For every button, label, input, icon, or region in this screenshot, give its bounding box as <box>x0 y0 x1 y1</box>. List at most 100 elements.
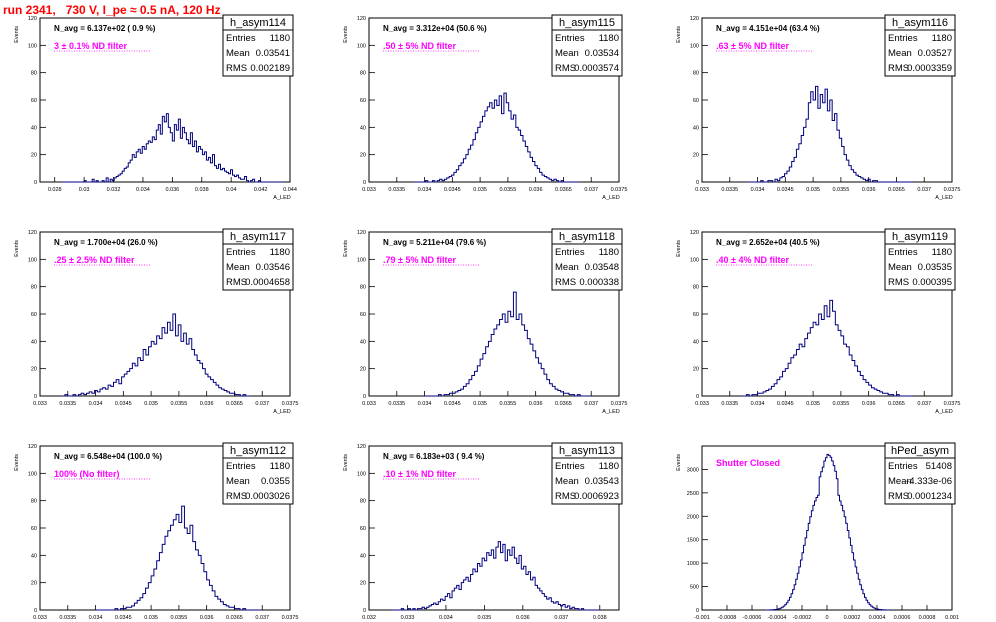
y-tick-label: 80 <box>360 285 366 291</box>
filter-annotation: .25 ± 2.5% ND filter <box>54 255 135 265</box>
y-axis-label: Events <box>676 240 682 257</box>
x-tick-label: 0.037 <box>255 615 269 621</box>
stats-box <box>884 228 956 291</box>
histogram-panel-hPed_asym: -0.001 -0.0008 -0.0006 -0.0004 -0.0002 0 0.000… <box>676 442 959 621</box>
y-tick-label: 100 <box>28 471 37 477</box>
y-tick-label: 100 <box>690 43 699 49</box>
y-tick-label: 40 <box>693 339 699 345</box>
histogram-panel-h_asym116: 0.033 0.0335 0.034 0.0345 0.035 0.0355 0.036 0.… <box>676 14 961 201</box>
navg-label: N_avg = 4.151e+04 (63.4 %) <box>716 24 820 33</box>
stat-label-entries: Entries <box>226 247 256 258</box>
stat-label-mean: Mean <box>555 476 579 487</box>
run-title: run 2341, 730 V, I_pe ≈ 0.5 nA, 120 Hz <box>3 3 221 17</box>
histogram-name: h_asym117 <box>230 231 286 243</box>
y-tick-label: 20 <box>360 367 366 373</box>
y-tick-label: 80 <box>360 499 366 505</box>
y-tick-label: 0 <box>696 180 699 186</box>
y-tick-label: 60 <box>360 526 366 532</box>
histogram-line <box>392 541 600 611</box>
x-tick-label: 0.035 <box>473 401 487 407</box>
y-tick-label: 60 <box>31 526 37 532</box>
x-tick-label: 0.033 <box>401 615 415 621</box>
x-tick-label: 0.035 <box>473 187 487 193</box>
x-tick-label: 0.036 <box>200 615 214 621</box>
x-tick-label: 0.032 <box>362 615 376 621</box>
y-tick-label: 20 <box>693 367 699 373</box>
y-axis-label: Events <box>343 26 349 43</box>
y-tick-label: 20 <box>31 153 37 159</box>
x-tick-label: 0.042 <box>254 187 268 193</box>
stat-value-entries: 1180 <box>599 461 619 472</box>
x-tick-label: 0.037 <box>917 187 931 193</box>
stats-box <box>222 442 294 505</box>
stats-box <box>551 442 623 505</box>
x-tick-label: 0.0008 <box>919 615 936 621</box>
x-tick-label: 0.0345 <box>115 401 132 407</box>
stat-value-mean: 0.0355 <box>261 476 290 487</box>
x-axis-label: A_LED <box>273 195 290 201</box>
x-tick-label: 0.0375 <box>282 615 299 621</box>
y-tick-label: 60 <box>31 98 37 104</box>
filter-annotation: .40 ± 4% ND filter <box>716 255 789 265</box>
stat-label-entries: Entries <box>888 33 918 44</box>
histogram-name: h_asym112 <box>230 445 286 457</box>
y-tick-label: 60 <box>693 312 699 318</box>
stat-value-entries: 1180 <box>270 461 290 472</box>
y-tick-label: 40 <box>360 553 366 559</box>
y-tick-label: 0 <box>34 394 37 400</box>
y-tick-label: 120 <box>357 230 366 236</box>
y-tick-label: 20 <box>31 367 37 373</box>
x-tick-label: 0.03 <box>79 187 90 193</box>
x-tick-label: -0.0008 <box>718 615 737 621</box>
x-tick-label: 0.0004 <box>869 615 886 621</box>
stat-value-mean: 0.03527 <box>918 48 952 59</box>
x-tick-label: 0.0355 <box>499 401 516 407</box>
stat-value-rms: 0.0004658 <box>245 277 290 288</box>
y-tick-label: 500 <box>690 585 699 591</box>
y-tick-label: 0 <box>363 608 366 614</box>
stat-label-mean: Mean <box>226 476 250 487</box>
stat-label-entries: Entries <box>888 247 918 258</box>
y-tick-label: 0 <box>34 608 37 614</box>
stat-label-rms: RMS <box>888 491 909 502</box>
stat-label-entries: Entries <box>226 461 256 472</box>
filter-annotation: 100% (No filter) <box>54 469 120 479</box>
y-tick-label: 120 <box>28 16 37 22</box>
stats-box <box>551 228 623 291</box>
filter-annotation: 3 ± 0.1% ND filter <box>54 41 127 51</box>
x-tick-label: 0.0375 <box>944 401 961 407</box>
x-axis-label: A_LED <box>602 409 619 415</box>
stats-box <box>551 14 623 77</box>
x-tick-label: 0.0375 <box>944 187 961 193</box>
y-tick-label: 60 <box>360 98 366 104</box>
x-tick-label: -0.0004 <box>768 615 787 621</box>
y-axis-label: Events <box>676 26 682 43</box>
x-tick-label: 0.0365 <box>226 401 243 407</box>
x-tick-label: 0.034 <box>136 187 150 193</box>
x-tick-label: 0.037 <box>554 615 568 621</box>
stat-value-mean: 0.03534 <box>585 48 619 59</box>
filter-annotation: Shutter Closed <box>716 458 780 468</box>
y-tick-label: 120 <box>690 16 699 22</box>
x-tick-label: 0.0335 <box>59 615 76 621</box>
stats-box <box>884 442 956 505</box>
y-tick-label: 40 <box>360 339 366 345</box>
stat-value-rms: 0.0003359 <box>907 63 952 74</box>
y-tick-label: 120 <box>690 230 699 236</box>
x-axis-label: A_LED <box>935 195 952 201</box>
y-tick-label: 100 <box>357 257 366 263</box>
y-tick-label: 20 <box>31 581 37 587</box>
x-tick-label: 0.033 <box>695 187 709 193</box>
stat-label-rms: RMS <box>226 277 247 288</box>
histogram-name: h_asym114 <box>230 17 286 29</box>
histogram-panel-h_asym113: 0.032 0.033 0.034 0.035 0.036 0.037 0.038 0 20 40… <box>343 442 623 621</box>
y-tick-label: 80 <box>693 285 699 291</box>
histogram-line <box>746 85 914 183</box>
histogram-panel-h_asym112: 0.033 0.0335 0.034 0.0345 0.035 0.0355 0.036 0.… <box>14 442 299 621</box>
filter-annotation: .10 ± 1% ND filter <box>383 469 456 479</box>
stat-label-rms: RMS <box>226 491 247 502</box>
y-tick-label: 100 <box>357 471 366 477</box>
x-tick-label: 0.034 <box>418 187 432 193</box>
stat-label-mean: Mean <box>888 262 912 273</box>
x-tick-label: 0.036 <box>165 187 179 193</box>
